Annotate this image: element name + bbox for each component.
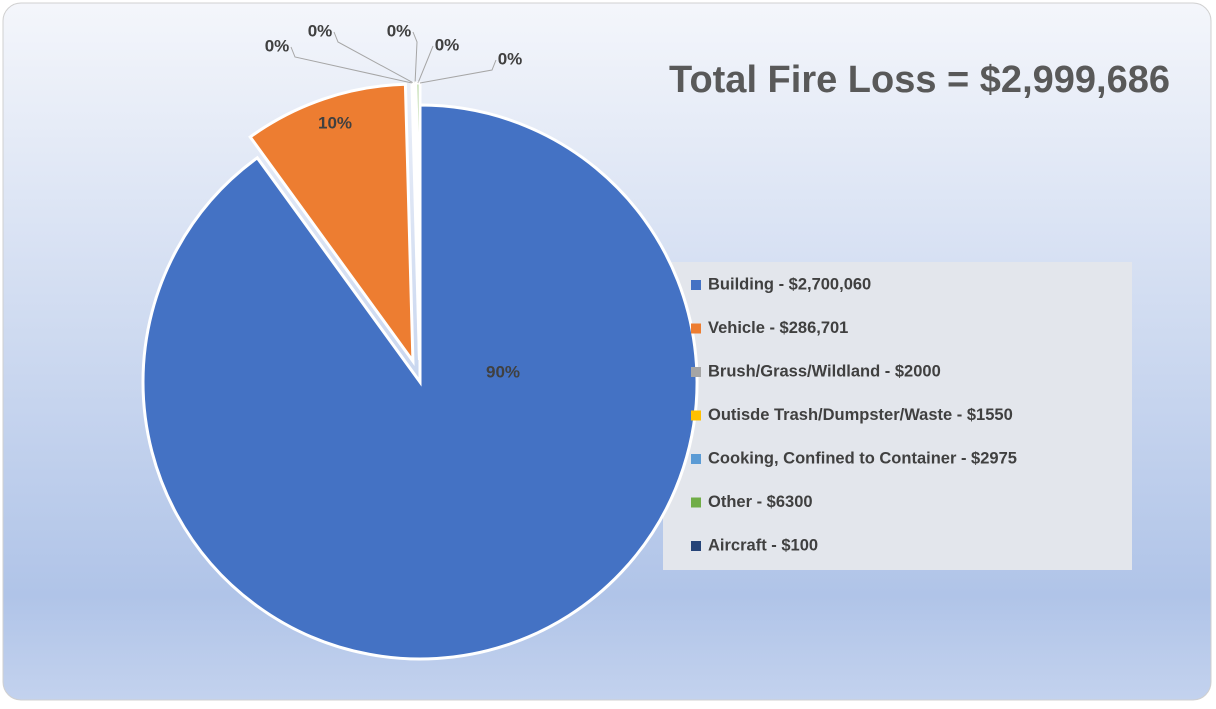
legend-swatch <box>691 541 701 551</box>
legend-swatch <box>691 454 701 464</box>
legend-swatch <box>691 411 701 421</box>
data-label: 0% <box>308 21 333 40</box>
data-label: 10% <box>318 113 352 132</box>
legend-label: Vehicle - $286,701 <box>708 319 848 337</box>
data-label: 0% <box>498 49 523 68</box>
legend-swatch <box>691 324 701 334</box>
legend-label: Aircraft - $100 <box>708 536 818 554</box>
chart-title: Total Fire Loss = $2,999,686 <box>669 59 1170 101</box>
data-label: 90% <box>486 362 520 381</box>
data-label: 0% <box>387 21 412 40</box>
data-label: 0% <box>435 35 460 54</box>
data-label: 0% <box>265 36 290 55</box>
legend-label: Other - $6300 <box>708 493 813 511</box>
legend-label: Outisde Trash/Dumpster/Waste - $1550 <box>708 406 1013 424</box>
legend-swatch <box>691 498 701 508</box>
legend-swatch <box>691 280 701 290</box>
legend-label: Brush/Grass/Wildland - $2000 <box>708 362 941 380</box>
legend-label: Cooking, Confined to Container - $2975 <box>708 449 1017 467</box>
legend-swatch <box>691 367 701 377</box>
legend-label: Building - $2,700,060 <box>708 275 871 293</box>
